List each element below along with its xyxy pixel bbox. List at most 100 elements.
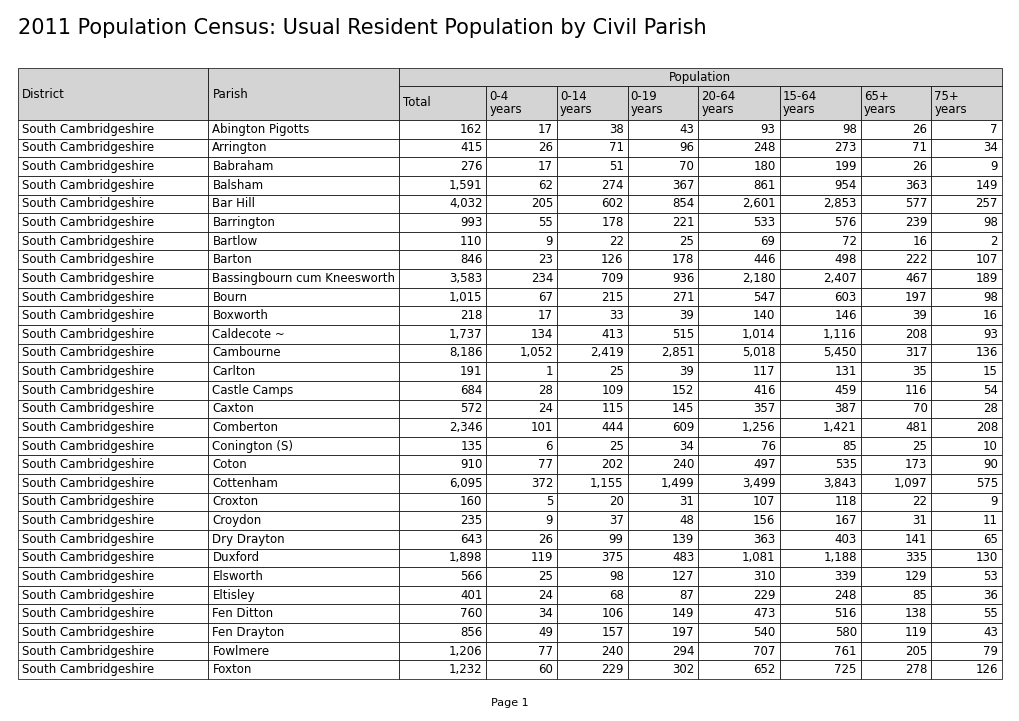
Bar (930, 306, 1001, 325)
Bar (930, 325, 1001, 344)
Bar (698, 157, 779, 176)
Text: 24: 24 (538, 588, 552, 601)
Bar (208, 474, 398, 492)
Text: Bassingbourn cum Kneesworth: Bassingbourn cum Kneesworth (212, 272, 395, 285)
Text: 854: 854 (672, 198, 694, 211)
Bar (779, 492, 860, 511)
Text: 707: 707 (752, 645, 774, 658)
Bar (556, 549, 627, 567)
Bar (208, 68, 398, 120)
Bar (779, 344, 860, 362)
Text: 16: 16 (982, 309, 997, 322)
Text: 459: 459 (834, 384, 856, 397)
Bar (208, 660, 398, 679)
Text: South Cambridgeshire: South Cambridgeshire (22, 459, 154, 472)
Bar (627, 344, 698, 362)
Bar (779, 623, 860, 642)
Text: 317: 317 (904, 346, 926, 359)
Bar (18, 604, 208, 623)
Bar (486, 492, 556, 511)
Text: Elsworth: Elsworth (212, 570, 263, 583)
Bar (860, 623, 930, 642)
Text: 954: 954 (834, 179, 856, 192)
Bar (860, 586, 930, 604)
Text: Eltisley: Eltisley (212, 588, 255, 601)
Bar (930, 437, 1001, 456)
Text: South Cambridgeshire: South Cambridgeshire (22, 141, 154, 154)
Bar (398, 549, 486, 567)
Text: 9: 9 (989, 495, 997, 508)
Text: 2011 Population Census: Usual Resident Population by Civil Parish: 2011 Population Census: Usual Resident P… (18, 18, 706, 38)
Text: 119: 119 (530, 552, 552, 565)
Text: 67: 67 (538, 291, 552, 304)
Text: Caldecote ~: Caldecote ~ (212, 328, 285, 341)
Text: 3,499: 3,499 (741, 477, 774, 490)
Bar (208, 288, 398, 306)
Bar (556, 381, 627, 399)
Bar (627, 586, 698, 604)
Bar (486, 399, 556, 418)
Bar (860, 437, 930, 456)
Text: 294: 294 (672, 645, 694, 658)
Bar (18, 586, 208, 604)
Bar (779, 549, 860, 567)
Text: 62: 62 (538, 179, 552, 192)
Bar (18, 437, 208, 456)
Bar (930, 586, 1001, 604)
Text: 357: 357 (753, 402, 774, 415)
Bar (860, 157, 930, 176)
Text: 98: 98 (982, 216, 997, 229)
Text: 131: 131 (834, 365, 856, 378)
Text: Abington Pigotts: Abington Pigotts (212, 123, 310, 136)
Text: 173: 173 (904, 459, 926, 472)
Text: South Cambridgeshire: South Cambridgeshire (22, 533, 154, 546)
Text: South Cambridgeshire: South Cambridgeshire (22, 495, 154, 508)
Text: 401: 401 (460, 588, 482, 601)
Bar (556, 362, 627, 381)
Text: Bar Hill: Bar Hill (212, 198, 255, 211)
Bar (556, 176, 627, 195)
Text: 167: 167 (834, 514, 856, 527)
Text: Comberton: Comberton (212, 421, 278, 434)
Text: 55: 55 (538, 216, 552, 229)
Text: Croydon: Croydon (212, 514, 262, 527)
Bar (698, 288, 779, 306)
Text: 85: 85 (842, 440, 856, 453)
Text: Fen Drayton: Fen Drayton (212, 626, 284, 639)
Bar (556, 269, 627, 288)
Bar (930, 567, 1001, 586)
Text: South Cambridgeshire: South Cambridgeshire (22, 588, 154, 601)
Bar (860, 213, 930, 231)
Text: 26: 26 (912, 123, 926, 136)
Text: 0-14: 0-14 (559, 90, 586, 103)
Text: 138: 138 (904, 607, 926, 620)
Text: 31: 31 (679, 495, 694, 508)
Text: 363: 363 (753, 533, 774, 546)
Text: 609: 609 (672, 421, 694, 434)
Text: Balsham: Balsham (212, 179, 263, 192)
Bar (627, 642, 698, 660)
Bar (398, 120, 486, 138)
Text: 761: 761 (834, 645, 856, 658)
Text: South Cambridgeshire: South Cambridgeshire (22, 291, 154, 304)
Text: 17: 17 (538, 123, 552, 136)
Text: 993: 993 (460, 216, 482, 229)
Bar (860, 231, 930, 250)
Text: 2,419: 2,419 (589, 346, 623, 359)
Bar (627, 157, 698, 176)
Bar (779, 86, 860, 120)
Text: years: years (933, 103, 966, 116)
Bar (556, 250, 627, 269)
Bar (208, 530, 398, 549)
Text: 1,256: 1,256 (741, 421, 774, 434)
Text: 116: 116 (904, 384, 926, 397)
Bar (627, 325, 698, 344)
Text: 93: 93 (982, 328, 997, 341)
Text: 1,052: 1,052 (519, 346, 552, 359)
Bar (627, 381, 698, 399)
Text: 38: 38 (608, 123, 623, 136)
Text: South Cambridgeshire: South Cambridgeshire (22, 272, 154, 285)
Bar (930, 362, 1001, 381)
Bar (398, 68, 1001, 86)
Bar (486, 660, 556, 679)
